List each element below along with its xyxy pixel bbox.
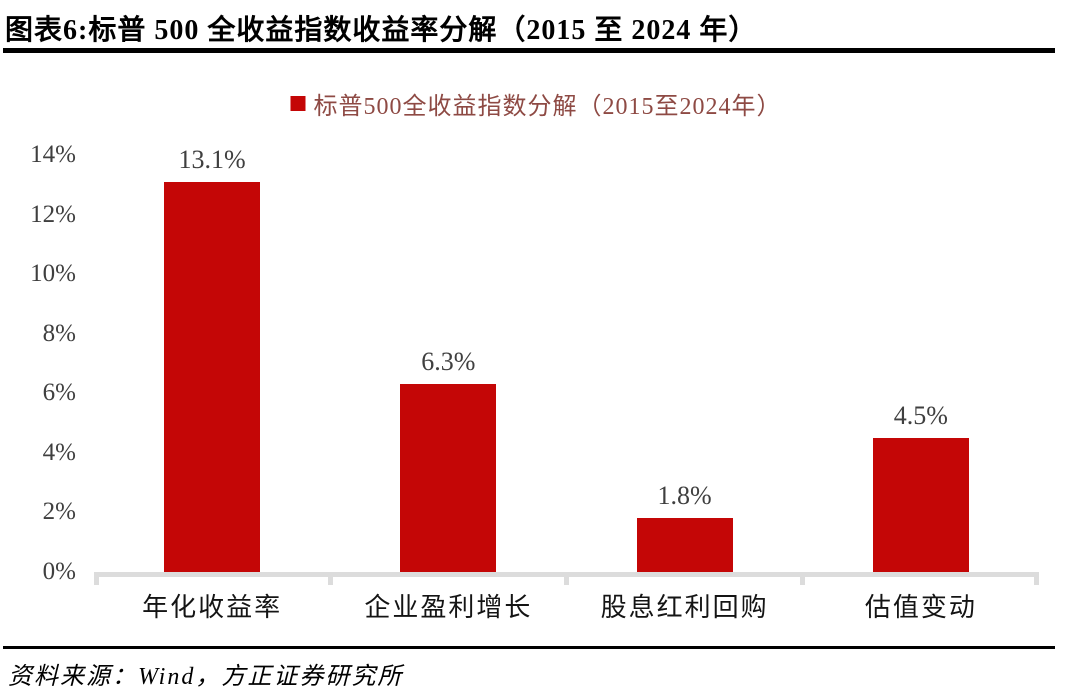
bar-value-label: 4.5% [893,400,948,430]
chart-legend: 标普500全收益指数分解（2015至2024年） [290,86,782,121]
legend-label: 标普500全收益指数分解（2015至2024年） [313,94,782,120]
bar-value-label: 1.8% [657,481,712,511]
y-axis-tick-label: 0% [42,558,76,585]
bar-value-label: 13.1% [178,144,246,174]
x-axis-tick [800,572,806,585]
x-axis-tick [94,572,99,585]
x-axis-category-label: 股息红利回购 [600,593,769,622]
bar-年化收益率 [164,181,261,572]
source-note: 资料来源：Wind，方正证券研究所 [8,664,404,690]
bar-企业盈利增长 [400,384,497,572]
bar-value-label: 6.3% [421,347,476,377]
footer-divider-rule [3,646,1055,649]
y-axis-tick-label: 2% [42,498,76,526]
y-axis-tick-label: 6% [42,379,76,407]
bar-chart-plot-area: 0% 2% 4% 6% 8% 10% 12% 14% 13.1% 年化收益率 6.3% 企业盈利增长 1… [30,141,1039,622]
y-axis-tick-label: 8% [42,319,76,347]
x-axis-tick [327,572,333,585]
x-axis-category-label: 估值变动 [864,593,977,622]
bar-估值变动 [872,437,969,572]
figure-title: 图表6:标普 500 全收益指数收益率分解（2015 至 2024 年） [5,15,758,46]
x-axis-tick [564,572,569,585]
y-axis-tick-label: 12% [30,200,76,228]
title-divider-rule [3,48,1055,53]
y-axis-tick-label: 4% [42,438,76,466]
x-axis-category-label: 企业盈利增长 [364,593,533,622]
legend-marker-square-icon [290,96,306,111]
bar-股息红利回购 [636,518,733,572]
y-axis-tick-label: 14% [30,141,76,168]
x-axis-category-label: 年化收益率 [142,593,283,622]
x-axis-tick [1034,572,1039,585]
y-axis-tick-label: 10% [30,260,76,288]
